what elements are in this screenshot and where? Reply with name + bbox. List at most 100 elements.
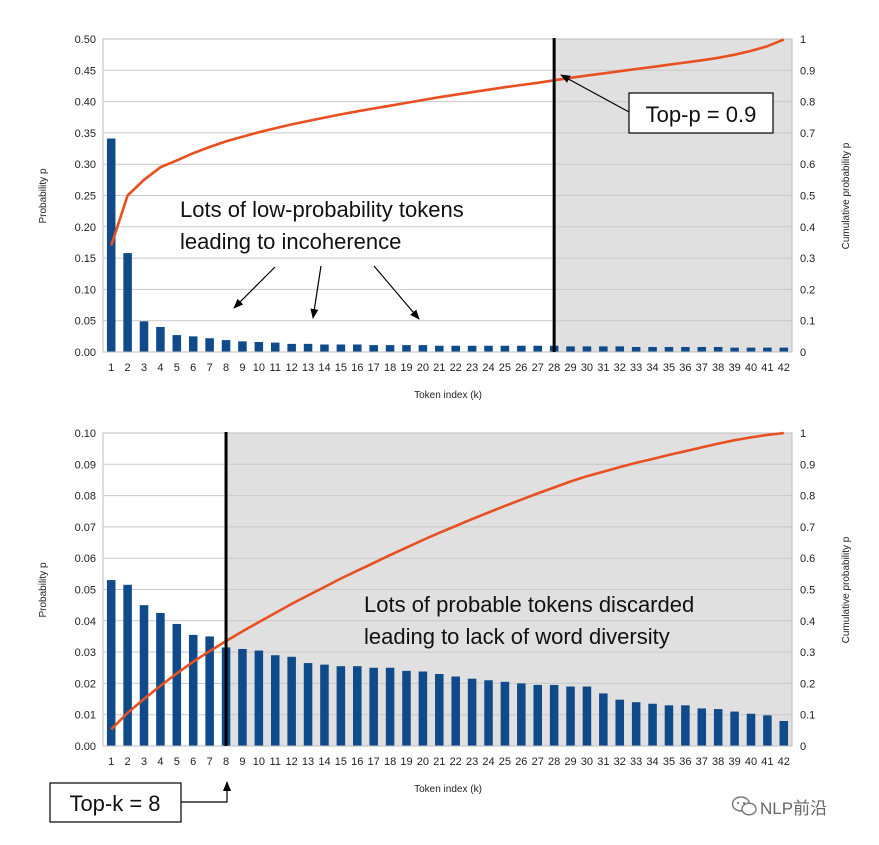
- bottom-x-tick-label: 8: [223, 756, 229, 768]
- bottom-x-tick-label: 21: [433, 756, 445, 768]
- bottom-x-tick-label: 18: [384, 756, 396, 768]
- bottom-bar: [730, 711, 739, 746]
- bottom-y2-tick-label: 0.9: [800, 459, 815, 471]
- top-x-tick-label: 21: [433, 362, 445, 374]
- bottom-x-tick-label: 30: [581, 756, 593, 768]
- bottom-y2-tick-label: 0.8: [800, 491, 815, 503]
- bottom-y2-tick-label: 0: [800, 741, 806, 753]
- top-p-label-box: [628, 92, 774, 134]
- bottom-x-tick-label: 27: [532, 756, 544, 768]
- top-y-tick-label: 0.00: [75, 347, 96, 359]
- bottom-bar: [484, 680, 493, 746]
- bottom-x-tick-label: 16: [351, 756, 363, 768]
- top-x-tick-label: 38: [712, 362, 724, 374]
- bottom-bar: [205, 636, 214, 746]
- top-y-tick-label: 0.45: [75, 65, 96, 77]
- top-bar: [254, 341, 264, 352]
- bottom-bar: [500, 681, 510, 746]
- bottom-x-tick-label: 22: [450, 756, 462, 768]
- bottom-bar: [779, 720, 789, 746]
- top-note-arrow-2: [310, 265, 322, 319]
- bottom-x-tick-label: 38: [712, 756, 724, 768]
- bottom-bar: [517, 683, 526, 746]
- bottom-y-tick-label: 0.04: [75, 616, 96, 628]
- top-y2-tick-label: 0.7: [800, 128, 815, 140]
- top-bar: [287, 343, 296, 352]
- top-x-tick-label: 32: [614, 362, 626, 374]
- top-note-arrow-3: [373, 265, 420, 320]
- bottom-bar: [599, 693, 608, 746]
- top-x-tick-label: 5: [174, 362, 180, 374]
- top-x-tick-label: 22: [450, 362, 462, 374]
- bottom-x-tick-label: 15: [335, 756, 347, 768]
- bottom-bars: [106, 580, 789, 746]
- bottom-bar: [123, 584, 132, 746]
- top-bar: [763, 347, 772, 352]
- bottom-y-tick-label: 0.03: [75, 647, 96, 659]
- top-bar: [303, 343, 313, 352]
- bottom-x-tick-label: 25: [499, 756, 511, 768]
- top-bar: [270, 342, 280, 352]
- bottom-x-tick-label: 33: [630, 756, 642, 768]
- top-y2-tick-label: 0.6: [800, 159, 815, 171]
- top-x-tick-label: 6: [190, 362, 196, 374]
- top-x-tick-label: 42: [778, 362, 790, 374]
- bottom-x-tick-label: 2: [125, 756, 131, 768]
- bottom-x-tick-label: 14: [318, 756, 330, 768]
- top-bar: [205, 338, 214, 352]
- bottom-bar: [139, 605, 149, 746]
- top-x-tick-label: 3: [141, 362, 147, 374]
- bottom-x-tick-label: 6: [190, 756, 196, 768]
- watermark-text: NLP前沿: [760, 799, 827, 818]
- top-x-tick-label: 9: [239, 362, 245, 374]
- top-x-tick-label: 11: [270, 362, 281, 374]
- top-bar: [221, 340, 231, 352]
- bottom-y2-tick-label: 0.7: [800, 522, 815, 534]
- top-note-arrow-1: [233, 266, 276, 309]
- top-x-tick-label: 1: [108, 362, 114, 374]
- bottom-chart: 0.00 0.01 0.02 0.03 0.04 0.05 0.06 0.07 0.08 0.09…: [38, 428, 852, 823]
- top-bar: [353, 344, 362, 352]
- bottom-note-line-2: leading to lack of word diversity: [364, 624, 670, 649]
- bottom-bar: [664, 705, 674, 746]
- bottom-y-tick-label: 0.10: [75, 428, 96, 440]
- top-bar: [418, 345, 428, 352]
- bottom-bar: [631, 702, 641, 746]
- bottom-bar: [172, 623, 182, 746]
- bottom-x-tick-label: 11: [270, 756, 281, 768]
- top-note-line-1: Lots of low-probability tokens: [180, 197, 464, 222]
- top-bar: [664, 346, 674, 352]
- bottom-x-tick-label: 42: [778, 756, 790, 768]
- top-y2-tick-label: 0.9: [800, 65, 815, 77]
- top-bar: [713, 346, 723, 352]
- bottom-x-tick-label: 39: [728, 756, 740, 768]
- bottom-bar: [681, 705, 690, 746]
- bottom-x-tick-label: 17: [368, 756, 380, 768]
- top-bar: [599, 346, 608, 352]
- top-x-tick-label: 7: [207, 362, 213, 374]
- top-bar: [336, 344, 346, 352]
- top-y2-tick-label: 0.1: [800, 316, 815, 328]
- bottom-y-axis-label: Probability p: [38, 562, 49, 617]
- top-y2-axis-label: Cumulative probability p: [841, 142, 852, 249]
- top-x-tick-label: 39: [728, 362, 740, 374]
- bottom-plot-frame: [102, 432, 793, 747]
- bottom-x-ticks: 1 2 3 4 5 6 7 8 9 10 11 12 13 14 15 16 17 18 19 20 21 22 23 24 2…: [108, 756, 790, 768]
- bottom-bar: [615, 699, 625, 746]
- bottom-bar: [648, 703, 657, 746]
- bottom-bar: [287, 656, 296, 746]
- bottom-x-tick-label: 19: [400, 756, 412, 768]
- top-bar: [467, 345, 477, 352]
- top-x-tick-label: 8: [223, 362, 229, 374]
- top-bar: [730, 347, 739, 352]
- top-note-line-2: leading to incoherence: [180, 229, 401, 254]
- bottom-bar: [303, 663, 313, 746]
- bottom-x-tick-label: 9: [239, 756, 245, 768]
- bottom-bar: [188, 634, 198, 746]
- top-x-tick-label: 4: [157, 362, 163, 374]
- top-y-tick-label: 0.40: [75, 97, 96, 109]
- bottom-x-tick-label: 34: [646, 756, 658, 768]
- bottom-x-tick-label: 5: [174, 756, 180, 768]
- bottom-cumulative-line: [110, 431, 784, 731]
